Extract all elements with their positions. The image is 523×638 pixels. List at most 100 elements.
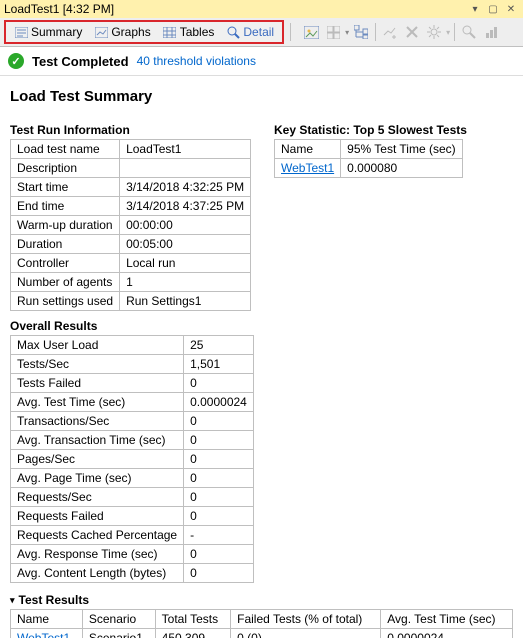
- info-label: End time: [11, 197, 120, 216]
- table-row: Description: [11, 159, 251, 178]
- table-row: Start time3/14/2018 4:32:25 PM: [11, 178, 251, 197]
- tab-graphs-label: Graphs: [111, 25, 150, 39]
- test-results-title: Test Results: [19, 593, 89, 607]
- result-label: Avg. Transaction Time (sec): [11, 431, 184, 450]
- info-value: 1: [120, 273, 251, 292]
- info-value: 3/14/2018 4:37:25 PM: [120, 197, 251, 216]
- table-row: Avg. Transaction Time (sec)0: [11, 431, 254, 450]
- toolbar-separator: [375, 23, 376, 41]
- result-value: -: [184, 526, 254, 545]
- toolbar-separator: [290, 23, 291, 41]
- detail-icon: [226, 25, 240, 39]
- test-time-cell: 0.000080: [341, 159, 462, 178]
- info-value: Local run: [120, 254, 251, 273]
- result-value: 0: [184, 450, 254, 469]
- table-row: Avg. Test Time (sec)0.0000024: [11, 393, 254, 412]
- table-row: WebTest1 0.000080: [275, 159, 463, 178]
- gear-icon[interactable]: [424, 22, 444, 42]
- info-value: Run Settings1: [120, 292, 251, 311]
- result-label: Requests Failed: [11, 507, 184, 526]
- test-results-header[interactable]: ▾ Test Results: [10, 593, 513, 607]
- failed-tests-cell: 0 (0): [231, 629, 381, 638]
- table-row: Tests Failed0: [11, 374, 254, 393]
- result-value: 0: [184, 412, 254, 431]
- tab-summary-label: Summary: [31, 25, 82, 39]
- delete-icon[interactable]: [402, 22, 422, 42]
- result-label: Avg. Response Time (sec): [11, 545, 184, 564]
- title-bar: LoadTest1 [4:32 PM] ▾ ▢ ✕: [0, 0, 523, 18]
- table-row: ControllerLocal run: [11, 254, 251, 273]
- toolbar-icons: ▾ ▾: [301, 22, 501, 42]
- overall-results-title: Overall Results: [10, 319, 513, 333]
- key-statistic-table: Name95% Test Time (sec) WebTest1 0.000080: [274, 139, 463, 178]
- overall-results-table: Max User Load25Tests/Sec1,501Tests Faile…: [10, 335, 254, 583]
- chart-add-icon[interactable]: [380, 22, 400, 42]
- table-row: Avg. Page Time (sec)0: [11, 469, 254, 488]
- result-value: 0: [184, 488, 254, 507]
- grid-icon[interactable]: [323, 22, 343, 42]
- table-row: Number of agents1: [11, 273, 251, 292]
- success-icon: ✓: [8, 53, 24, 69]
- table-row: Warm-up duration00:00:00: [11, 216, 251, 235]
- result-label: Requests/Sec: [11, 488, 184, 507]
- info-label: Controller: [11, 254, 120, 273]
- info-value: [120, 159, 251, 178]
- window-controls: ▾ ▢ ✕: [467, 2, 519, 16]
- close-icon[interactable]: ✕: [503, 2, 519, 16]
- result-label: Requests Cached Percentage: [11, 526, 184, 545]
- bars-icon[interactable]: [481, 22, 501, 42]
- image-icon[interactable]: [301, 22, 321, 42]
- tab-detail[interactable]: Detail: [220, 23, 280, 41]
- dropdown-icon[interactable]: ▾: [467, 2, 483, 16]
- column-header: 95% Test Time (sec): [341, 140, 462, 159]
- test-link[interactable]: WebTest1: [281, 161, 334, 175]
- tables-icon: [163, 25, 177, 39]
- maximize-icon[interactable]: ▢: [485, 2, 501, 16]
- avg-time-cell: 0.0000024: [381, 629, 513, 638]
- summary-icon: [14, 25, 28, 39]
- page-title: Load Test Summary: [10, 88, 513, 105]
- dropdown-arrow-icon[interactable]: ▾: [446, 28, 450, 37]
- info-label: Duration: [11, 235, 120, 254]
- result-value: 0: [184, 374, 254, 393]
- result-label: Avg. Test Time (sec): [11, 393, 184, 412]
- content-area: Load Test Summary Test Run Information L…: [0, 76, 523, 638]
- view-tabs-group: Summary Graphs Tables Detail: [4, 20, 284, 44]
- collapse-triangle-icon: ▾: [10, 595, 15, 606]
- column-header: Name: [275, 140, 341, 159]
- info-label: Run settings used: [11, 292, 120, 311]
- result-value: 0: [184, 507, 254, 526]
- table-row: Max User Load25: [11, 336, 254, 355]
- info-value: 00:00:00: [120, 216, 251, 235]
- info-label: Number of agents: [11, 273, 120, 292]
- threshold-violations-link[interactable]: 40 threshold violations: [137, 54, 256, 68]
- table-header-row: Name95% Test Time (sec): [275, 140, 463, 159]
- result-value: 0: [184, 469, 254, 488]
- tab-detail-label: Detail: [243, 25, 274, 39]
- zoom-icon[interactable]: [459, 22, 479, 42]
- table-row: Duration00:05:00: [11, 235, 251, 254]
- result-value: 0: [184, 431, 254, 450]
- dropdown-arrow-icon[interactable]: ▾: [345, 28, 349, 37]
- tab-summary[interactable]: Summary: [8, 23, 88, 41]
- result-label: Transactions/Sec: [11, 412, 184, 431]
- table-row: Requests Cached Percentage-: [11, 526, 254, 545]
- result-label: Pages/Sec: [11, 450, 184, 469]
- tree-icon[interactable]: [351, 22, 371, 42]
- window-title: LoadTest1 [4:32 PM]: [4, 2, 114, 16]
- info-label: Warm-up duration: [11, 216, 120, 235]
- table-row: Tests/Sec1,501: [11, 355, 254, 374]
- result-label: Tests Failed: [11, 374, 184, 393]
- table-row: Avg. Content Length (bytes)0: [11, 564, 254, 583]
- tab-tables[interactable]: Tables: [157, 23, 221, 41]
- result-label: Tests/Sec: [11, 355, 184, 374]
- table-row: End time3/14/2018 4:37:25 PM: [11, 197, 251, 216]
- info-label: Description: [11, 159, 120, 178]
- info-label: Load test name: [11, 140, 120, 159]
- scenario-cell: Scenario1: [82, 629, 155, 638]
- table-row: Requests/Sec0: [11, 488, 254, 507]
- test-link[interactable]: WebTest1: [17, 631, 70, 638]
- result-label: Avg. Content Length (bytes): [11, 564, 184, 583]
- tab-graphs[interactable]: Graphs: [88, 23, 156, 41]
- result-value: 1,501: [184, 355, 254, 374]
